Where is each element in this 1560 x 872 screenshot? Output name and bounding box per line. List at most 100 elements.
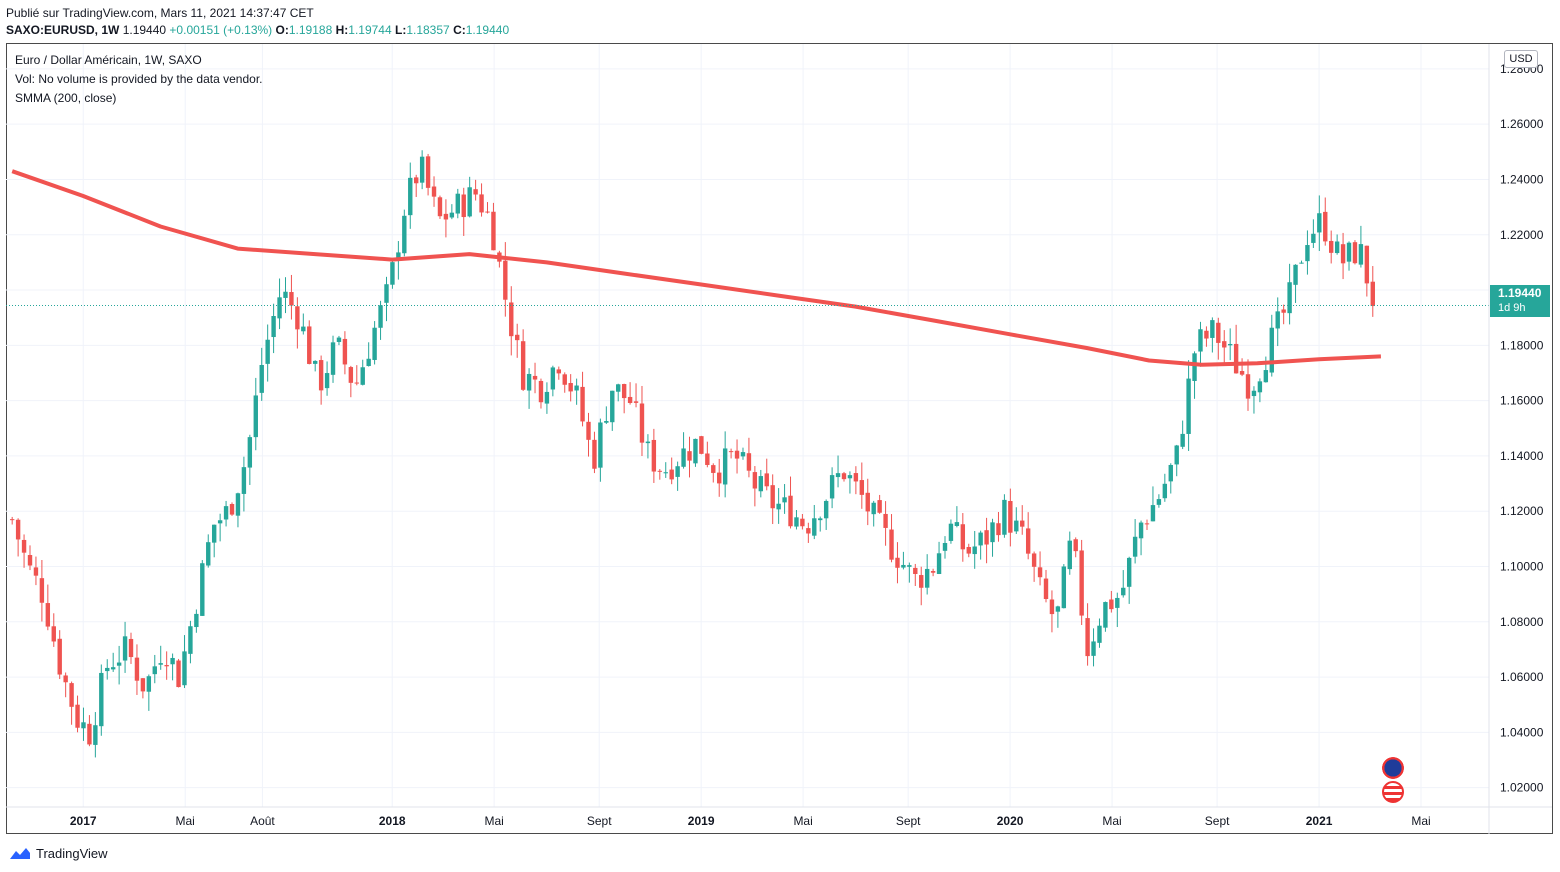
x-tick-label: Sept bbox=[896, 814, 921, 828]
candle-body bbox=[1346, 242, 1352, 262]
candle-body bbox=[99, 672, 104, 727]
candle-body bbox=[562, 374, 567, 385]
candle-body bbox=[265, 339, 270, 364]
us-flag-event-icon[interactable] bbox=[1382, 781, 1404, 803]
high-value: 1.19744 bbox=[348, 23, 392, 37]
grid-layer bbox=[6, 44, 1489, 807]
candle-body bbox=[1031, 553, 1037, 567]
candle-body bbox=[1323, 211, 1328, 242]
candle-body bbox=[295, 306, 300, 330]
candle-body bbox=[1198, 329, 1203, 352]
candle-body bbox=[473, 189, 478, 195]
bar-countdown: 1d 9h bbox=[1498, 302, 1526, 314]
candle-body bbox=[883, 513, 888, 528]
candle-body bbox=[69, 683, 74, 707]
candle-body bbox=[93, 725, 98, 745]
y-tick-label: 1.02000 bbox=[1500, 781, 1544, 795]
candle-body bbox=[152, 666, 157, 675]
candle-body bbox=[146, 676, 152, 692]
candle-body bbox=[378, 305, 383, 328]
candle-body bbox=[746, 453, 752, 471]
candle-body bbox=[1317, 213, 1322, 233]
candle-body bbox=[812, 518, 817, 536]
candle-body bbox=[675, 466, 680, 477]
open-value: 1.19188 bbox=[288, 23, 333, 37]
x-tick-label: 2019 bbox=[688, 814, 715, 828]
candle-body bbox=[1305, 245, 1310, 262]
candle-body bbox=[384, 284, 389, 303]
candle-body bbox=[307, 326, 312, 364]
candle-body bbox=[9, 519, 15, 521]
candle-body bbox=[342, 338, 348, 365]
candle-body bbox=[722, 448, 728, 485]
candle-body bbox=[1227, 343, 1233, 346]
y-tick-label: 1.14000 bbox=[1500, 449, 1544, 463]
candle-body bbox=[360, 367, 365, 385]
candle-body bbox=[425, 156, 431, 188]
candle-body bbox=[913, 567, 918, 574]
legend-indicator[interactable]: SMMA (200, close) bbox=[15, 91, 117, 105]
candle-body bbox=[443, 213, 449, 220]
candle-body bbox=[942, 542, 948, 551]
candle-body bbox=[705, 453, 710, 465]
close-value: 1.19440 bbox=[465, 23, 510, 37]
symbol-label[interactable]: SAXO:EURUSD, 1W bbox=[6, 23, 120, 37]
candle-body bbox=[235, 493, 241, 516]
smma-line bbox=[11, 169, 1381, 367]
candle-body bbox=[996, 523, 1001, 536]
candle-body bbox=[699, 436, 704, 454]
candle-body bbox=[461, 194, 466, 218]
candle-body bbox=[134, 657, 140, 681]
candle-body bbox=[105, 667, 110, 672]
candle-body bbox=[728, 451, 734, 453]
candle-body bbox=[1055, 606, 1061, 612]
last-price-value: 1.19440 bbox=[1498, 286, 1542, 300]
candle-body bbox=[330, 342, 336, 375]
eu-flag-event-icon[interactable] bbox=[1382, 757, 1404, 779]
candle-body bbox=[681, 448, 686, 467]
x-axis-ticks: 2017 Mai Août 2018 Mai Sept 2019 Mai Sept 2020 Mai… bbox=[70, 814, 1431, 828]
candle-body bbox=[734, 450, 740, 459]
tradingview-logo-icon bbox=[10, 848, 30, 859]
low-value: 1.18357 bbox=[406, 23, 450, 37]
candle-body bbox=[865, 492, 870, 512]
y-tick-label: 1.26000 bbox=[1500, 117, 1544, 131]
candle-body bbox=[901, 564, 906, 568]
candle-body bbox=[1233, 343, 1239, 374]
currency-button[interactable]: USD bbox=[1504, 50, 1538, 68]
change-value: +0.00151 (+0.13%) bbox=[169, 23, 273, 37]
candle-body bbox=[627, 396, 633, 403]
candle-body bbox=[782, 497, 787, 503]
candle-body bbox=[592, 439, 597, 469]
low-label: L: bbox=[395, 23, 407, 37]
candle-body bbox=[75, 704, 80, 728]
candle-body bbox=[110, 667, 116, 670]
candle-body bbox=[520, 341, 526, 390]
candle-body bbox=[1037, 567, 1043, 578]
candle-body bbox=[871, 502, 876, 515]
candle-body bbox=[170, 657, 175, 665]
candle-body bbox=[1115, 597, 1120, 608]
candle-body bbox=[972, 546, 977, 555]
candle-body bbox=[277, 297, 282, 319]
candle-body bbox=[841, 473, 847, 480]
candle-body bbox=[806, 528, 811, 534]
candle-body bbox=[1126, 557, 1132, 587]
candle-body bbox=[1008, 501, 1013, 533]
candles-layer bbox=[9, 150, 1375, 758]
candle-body bbox=[1138, 522, 1144, 539]
candle-body bbox=[651, 439, 657, 472]
candle-body bbox=[568, 383, 573, 392]
candle-body bbox=[206, 542, 211, 566]
candle-body bbox=[449, 212, 455, 218]
candle-body bbox=[1079, 550, 1084, 616]
candle-body bbox=[598, 422, 603, 468]
candle-body bbox=[455, 193, 460, 214]
x-tick-label: Mai bbox=[1102, 814, 1121, 828]
candle-body bbox=[800, 518, 805, 527]
x-tick-label: Août bbox=[250, 814, 275, 828]
tradingview-brand[interactable]: TradingView bbox=[8, 845, 108, 861]
candle-body bbox=[176, 660, 181, 688]
candle-body bbox=[253, 395, 258, 438]
